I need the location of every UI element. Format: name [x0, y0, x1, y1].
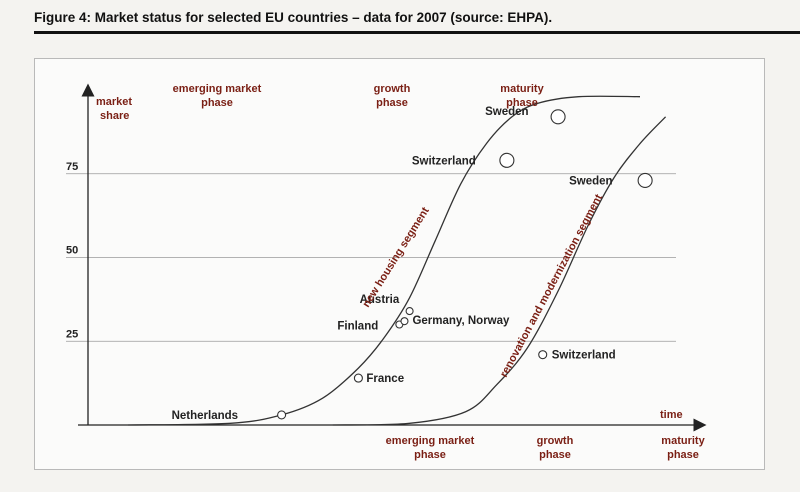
- bottom-phase-label: maturity: [661, 435, 705, 447]
- x-axis-label: time: [660, 409, 683, 421]
- bottom-phase-label: growth: [537, 435, 574, 447]
- bottom-phase-label: emerging market: [386, 435, 475, 447]
- data-point-label: Finland: [337, 321, 378, 333]
- y-axis-label-line1: market: [96, 96, 132, 108]
- data-point-netherlands: [277, 410, 287, 420]
- y-tick-label-75: 75: [66, 161, 78, 173]
- data-point-label: Sweden: [485, 106, 528, 118]
- bottom-phase-label-sub: phase: [414, 449, 446, 461]
- y-tick-label-25: 25: [66, 328, 78, 340]
- chart-frame: [34, 58, 765, 470]
- data-point-label: Sweden: [569, 175, 612, 187]
- figure-title: Figure 4: Market status for selected EU …: [34, 10, 800, 34]
- top-phase-label-sub: phase: [506, 97, 538, 109]
- data-point-germany-norway: [400, 317, 409, 326]
- series-curve-1: [332, 116, 667, 426]
- data-point-label: Switzerland: [552, 350, 616, 362]
- y-axis-label-line2: share: [100, 110, 129, 122]
- data-point-austria: [405, 307, 414, 316]
- top-phase-label-sub: phase: [376, 97, 408, 109]
- y-tick-label-50: 50: [66, 245, 78, 257]
- bottom-phase-label-sub: phase: [539, 449, 571, 461]
- data-point-switzerland: [538, 350, 548, 360]
- data-point-switzerland: [499, 152, 515, 168]
- data-point-sweden: [637, 172, 653, 188]
- top-phase-label-sub: phase: [201, 97, 233, 109]
- data-point-label: Netherlands: [172, 410, 238, 422]
- top-phase-label: growth: [374, 83, 411, 95]
- top-phase-label: emerging market: [173, 83, 262, 95]
- data-point-france: [353, 373, 363, 383]
- data-point-label: France: [366, 373, 404, 385]
- data-point-label: Austria: [360, 294, 400, 306]
- bottom-phase-label-sub: phase: [667, 449, 699, 461]
- data-point-sweden: [550, 109, 566, 125]
- data-point-label: Germany, Norway: [412, 315, 510, 327]
- data-point-label: Switzerland: [412, 155, 476, 167]
- top-phase-label: maturity: [500, 83, 544, 95]
